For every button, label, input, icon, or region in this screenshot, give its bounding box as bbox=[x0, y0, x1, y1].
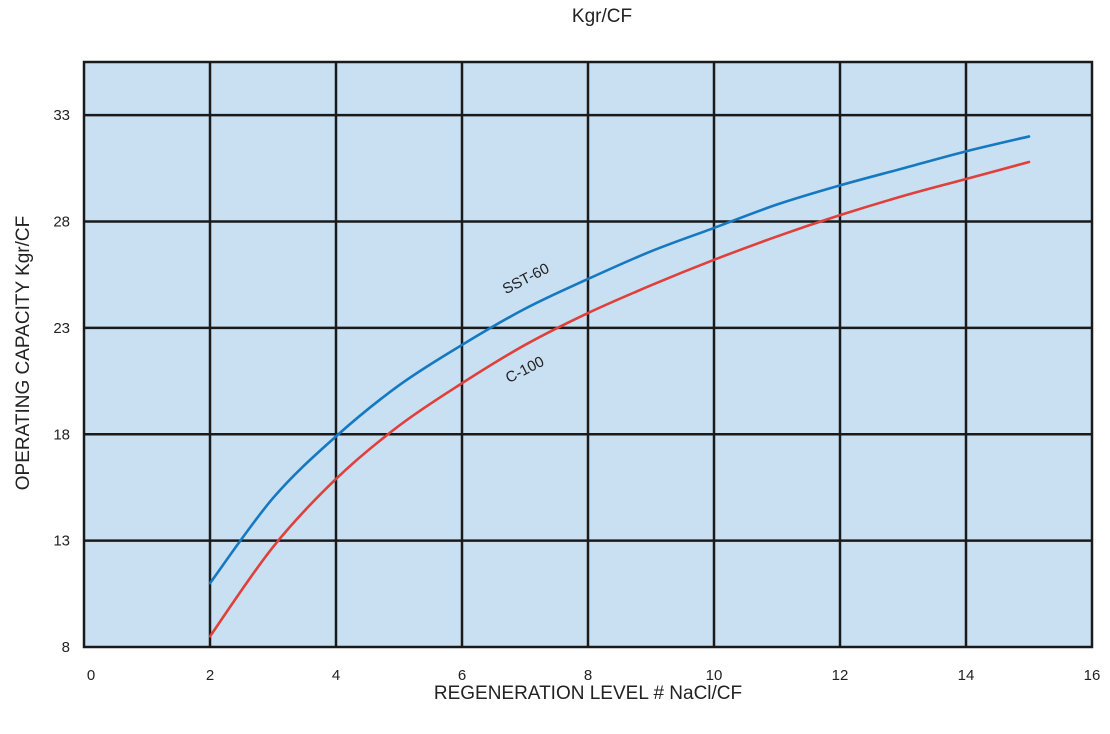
x-tick-label-10: 10 bbox=[706, 667, 723, 684]
x-tick-label-0: 0 bbox=[87, 667, 95, 684]
x-tick-label-14: 14 bbox=[958, 667, 975, 684]
y-tick-label-13: 13 bbox=[53, 533, 70, 550]
series-line-sst-60 bbox=[208, 135, 1031, 585]
y-tick-label-28: 28 bbox=[53, 214, 70, 231]
x-tick-label-6: 6 bbox=[458, 667, 466, 684]
y-tick-label-8: 8 bbox=[62, 639, 70, 656]
x-tick-label-8: 8 bbox=[584, 667, 592, 684]
grid-lines bbox=[84, 62, 1092, 647]
x-tick-label-12: 12 bbox=[832, 667, 849, 684]
x-tick-label-4: 4 bbox=[332, 667, 340, 684]
tick-labels: 0 2 4 6 8 10 12 14 16 8 13 18 23 28 33 bbox=[53, 107, 1100, 684]
y-tick-label-23: 23 bbox=[53, 320, 70, 337]
plot-frame bbox=[82, 60, 1094, 649]
series-line-c-100 bbox=[208, 160, 1031, 638]
chart-title: Kgr/CF bbox=[572, 6, 632, 27]
x-tick-label-2: 2 bbox=[206, 667, 214, 684]
series-lines bbox=[208, 135, 1031, 638]
x-axis-title: REGENERATION LEVEL # NaCl/CF bbox=[434, 683, 742, 704]
y-tick-label-33: 33 bbox=[53, 107, 70, 124]
y-axis-title: OPERATING CAPACITY Kgr/CF bbox=[13, 216, 34, 491]
x-tick-label-16: 16 bbox=[1084, 667, 1101, 684]
y-tick-label-18: 18 bbox=[53, 426, 70, 443]
